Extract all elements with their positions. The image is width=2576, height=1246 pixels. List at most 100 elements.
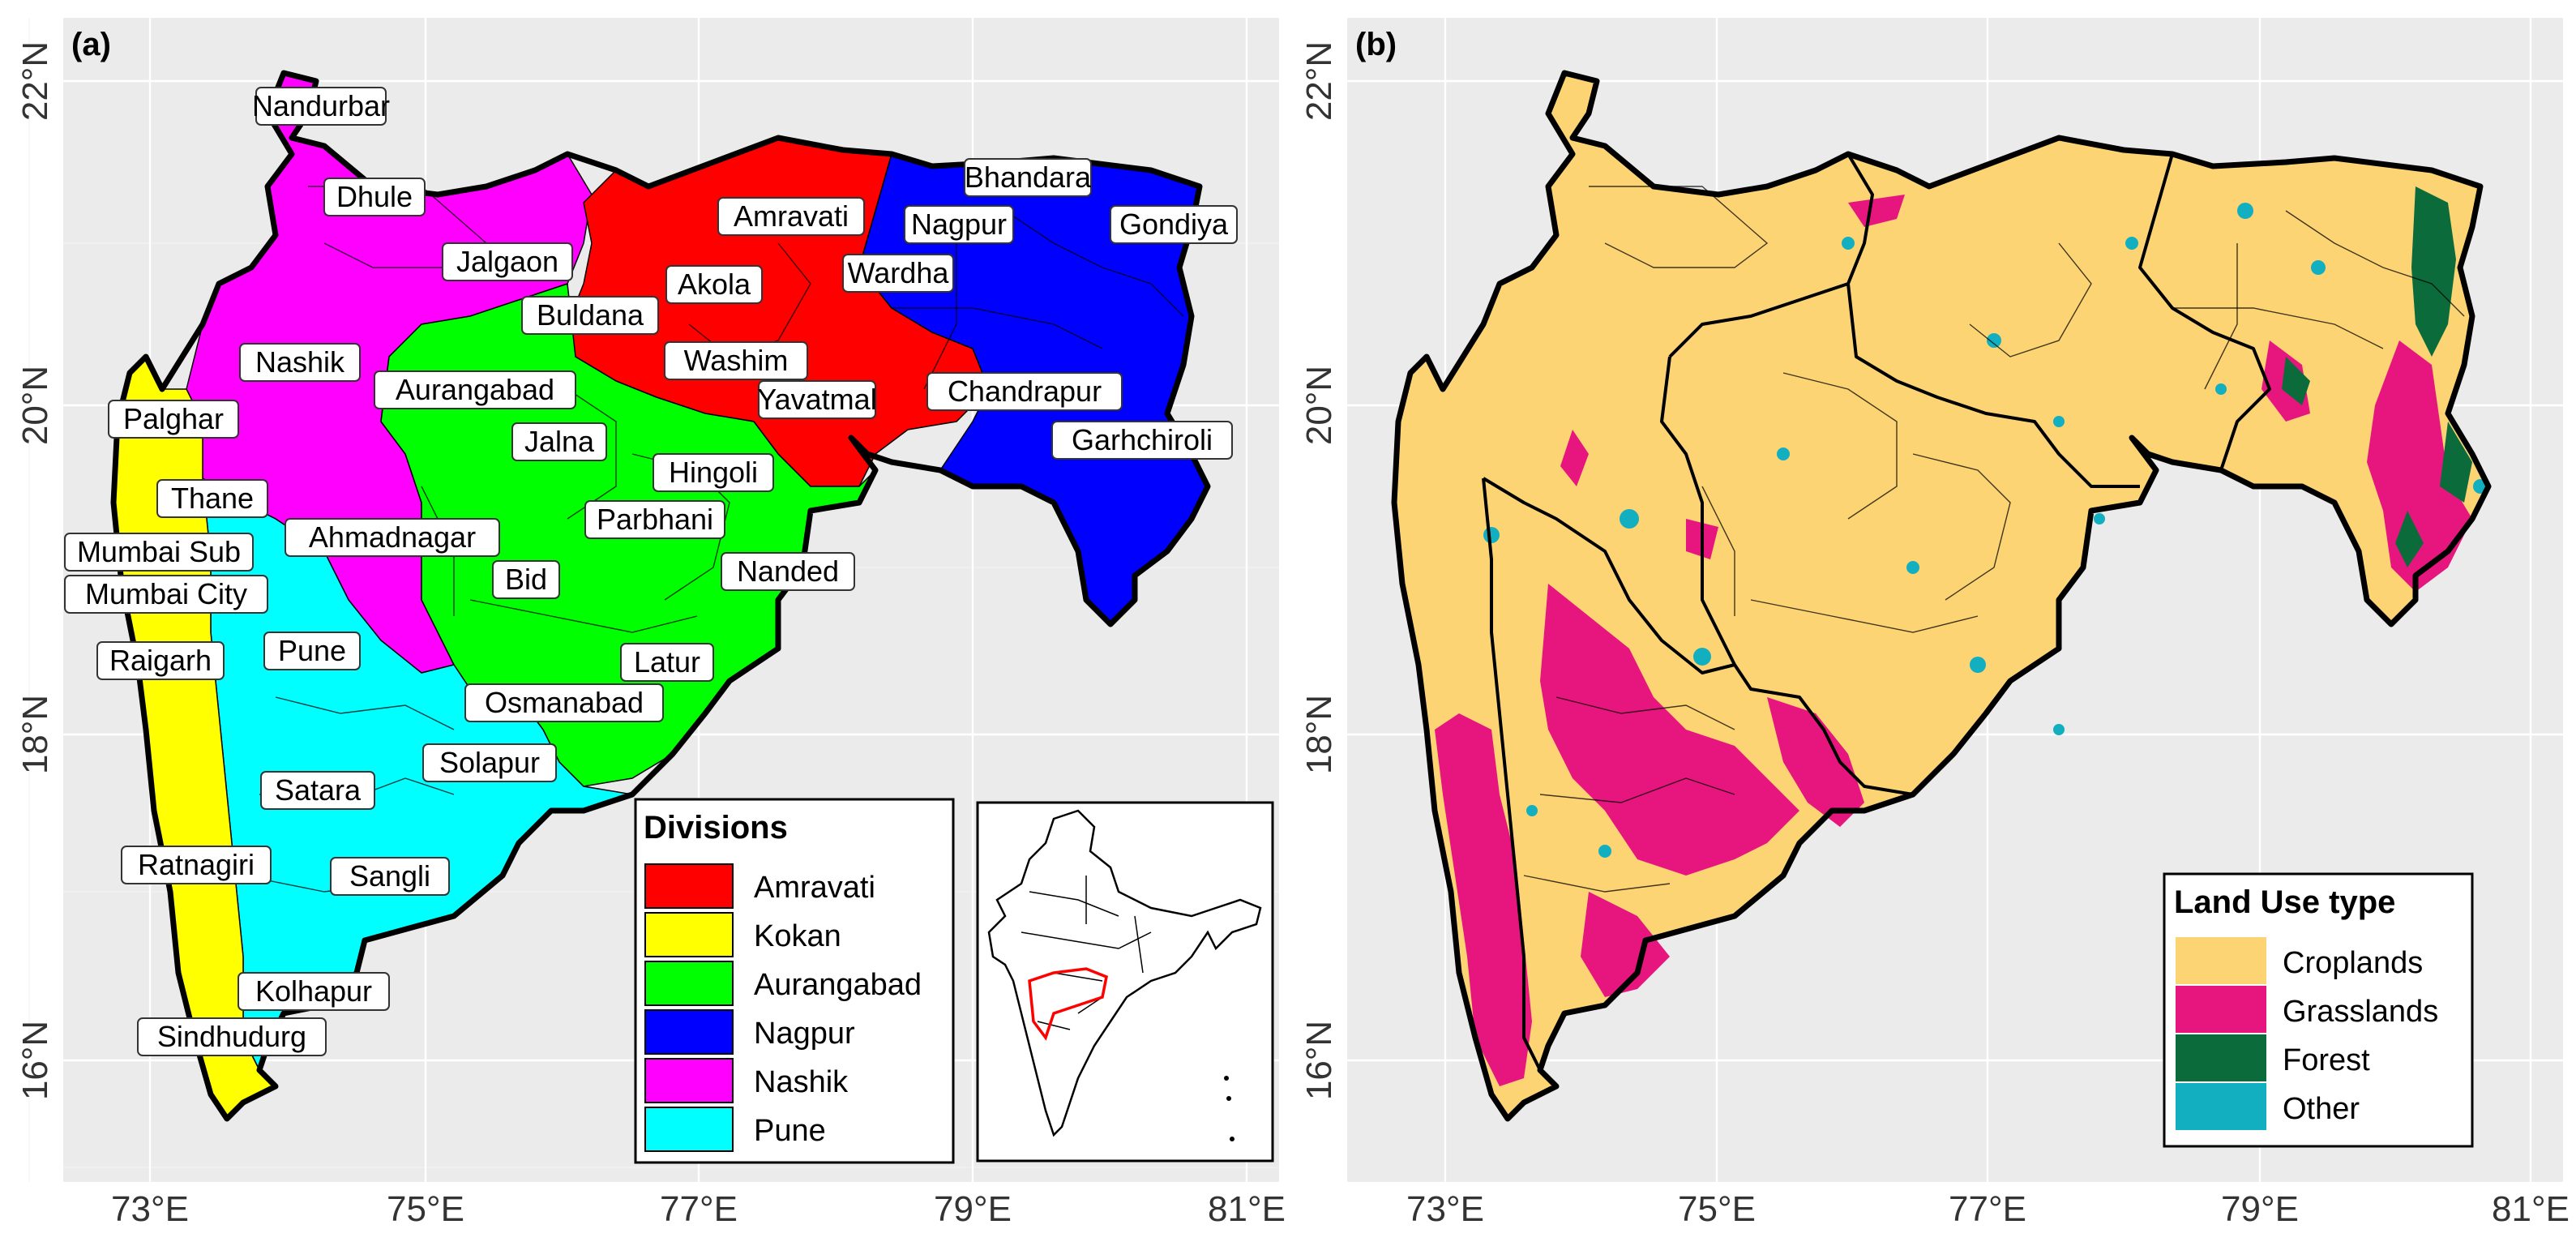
legend-label: Croplands (2283, 946, 2423, 980)
svg-text:Buldana: Buldana (537, 298, 644, 332)
district-label: Nanded (721, 552, 855, 591)
svg-text:Washim: Washim (684, 344, 789, 377)
legend-swatch (644, 1009, 734, 1055)
inset-internal-borders (1021, 876, 1152, 1030)
svg-text:Mumbai Sub: Mumbai Sub (77, 535, 241, 568)
district-label: Osmanabad (464, 683, 664, 722)
legend-label: Nagpur (754, 1017, 855, 1051)
x-tick-label: 75°E (387, 1189, 464, 1229)
legend-label: Kokan (754, 919, 841, 953)
svg-text:Latur: Latur (634, 645, 700, 679)
svg-text:Satara: Satara (275, 773, 362, 807)
district-label: Bid (492, 560, 560, 599)
panel-a-x-axis: 73°E 75°E 77°E 79°E 81°E (111, 1189, 1286, 1229)
legend-item-aurangabad: Aurangabad (644, 961, 922, 1006)
svg-text:Bid: Bid (505, 563, 547, 596)
svg-text:Chandrapur: Chandrapur (948, 375, 1102, 408)
svg-text:Amravati: Amravati (734, 199, 849, 233)
legend-item-grasslands: Grasslands (2176, 986, 2438, 1033)
legend-swatch (644, 961, 734, 1006)
svg-text:Gondiya: Gondiya (1119, 208, 1229, 241)
svg-text:Pune: Pune (278, 634, 346, 667)
svg-text:Aurangabad: Aurangabad (396, 373, 554, 406)
district-label: Solapur (422, 743, 557, 782)
district-label: Akola (665, 265, 763, 304)
district-label: Bhandara (964, 158, 1092, 197)
legend-swatch (2176, 986, 2266, 1033)
legend-item-nagpur: Nagpur (644, 1009, 855, 1055)
svg-text:Jalna: Jalna (524, 425, 595, 458)
district-label: Nashik (239, 343, 361, 382)
panel-b-district-borders (1523, 186, 2465, 893)
india-inset-map (976, 801, 1274, 1163)
svg-text:Solapur: Solapur (439, 746, 540, 779)
district-label: Aurangabad (374, 370, 576, 409)
y-tick-label: 18°N (15, 695, 55, 774)
district-label: Ratnagiri (121, 846, 272, 884)
panel-b-x-axis: 73°E 75°E 77°E 79°E 81°E (1406, 1189, 2570, 1229)
y-tick-label: 22°N (15, 41, 55, 121)
panel-a: Nandurbar Dhule Jalgaon Amravati Bhandar… (15, 18, 1286, 1229)
legend-item-nashik: Nashik (644, 1058, 849, 1103)
district-label: Buldana (521, 296, 659, 335)
svg-text:Nandurbar: Nandurbar (252, 89, 390, 122)
district-label: Wardha (842, 254, 954, 293)
legend-swatch (644, 912, 734, 957)
panel-a-y-axis: 22°N 20°N 18°N 16°N (15, 41, 55, 1100)
y-tick-label: 22°N (1299, 41, 1339, 121)
panel-b-y-axis: 22°N 20°N 18°N 16°N (1299, 41, 1339, 1100)
x-tick-label: 77°E (660, 1189, 738, 1229)
legend-label: Other (2283, 1092, 2360, 1126)
district-label: Mumbai Sub (64, 533, 254, 572)
district-label: Hingoli (653, 453, 774, 492)
legend-label: Nashik (754, 1065, 849, 1099)
divisions-legend: Divisions Amravati Kokan Aurangabad Nagp… (634, 798, 955, 1164)
district-label: Kolhapur (237, 972, 390, 1011)
panel-a-district-labels: Nandurbar Dhule Jalgaon Amravati Bhandar… (64, 87, 1238, 1056)
district-label: Raigarh (96, 641, 225, 680)
district-label: Garhchiroli (1051, 421, 1233, 460)
district-label: Jalgaon (442, 242, 573, 281)
x-tick-label: 73°E (1406, 1189, 1484, 1229)
svg-text:Ratnagiri: Ratnagiri (138, 848, 255, 881)
legend-label: Pune (754, 1114, 826, 1148)
panel-b: (b) Land Use type Croplands Grasslands F… (1299, 18, 2570, 1229)
island-marker (1230, 1137, 1235, 1141)
svg-text:Mumbai City: Mumbai City (85, 577, 247, 610)
district-label: Gondiya (1110, 205, 1238, 244)
x-tick-label: 81°E (1208, 1189, 1286, 1229)
legend-label: Forest (2283, 1043, 2370, 1077)
forest-patches (2282, 186, 2472, 567)
legend-item-amravati: Amravati (644, 863, 875, 909)
legend-label: Grasslands (2283, 995, 2438, 1029)
legend-label: Aurangabad (754, 968, 922, 1002)
district-label: Satara (260, 771, 375, 810)
svg-text:Parbhani: Parbhani (597, 503, 713, 536)
panel-b-division-borders (1482, 152, 2271, 1071)
district-label: Mumbai City (64, 575, 268, 614)
svg-text:Sindhudurg: Sindhudurg (157, 1020, 306, 1053)
legend-item-forest: Forest (2176, 1034, 2370, 1081)
y-tick-label: 16°N (15, 1021, 55, 1100)
grasslands-patches (1435, 195, 2472, 1086)
district-label: Chandrapur (926, 372, 1123, 411)
svg-text:Nanded: Nanded (737, 554, 839, 588)
svg-text:Thane: Thane (171, 482, 254, 515)
land-use-legend: Land Use type Croplands Grasslands Fores… (2163, 872, 2474, 1148)
district-label: Jalna (511, 422, 607, 461)
maharashtra-highlight (1028, 967, 1109, 1041)
district-label: Pune (263, 632, 361, 670)
x-tick-label: 79°E (934, 1189, 1012, 1229)
island-marker (1226, 1096, 1231, 1101)
y-tick-label: 16°N (1299, 1021, 1339, 1100)
legend-item-other: Other (2176, 1083, 2360, 1130)
panel-a-tag: (a) (71, 27, 111, 62)
x-tick-label: 77°E (1949, 1189, 2026, 1229)
svg-text:Yavatmal: Yavatmal (757, 383, 876, 416)
land-use-legend-title: Land Use type (2174, 884, 2395, 920)
svg-text:Osmanabad: Osmanabad (485, 686, 644, 719)
y-tick-label: 18°N (1299, 695, 1339, 774)
district-label: Palghar (108, 400, 239, 439)
svg-text:Kolhapur: Kolhapur (255, 974, 372, 1008)
